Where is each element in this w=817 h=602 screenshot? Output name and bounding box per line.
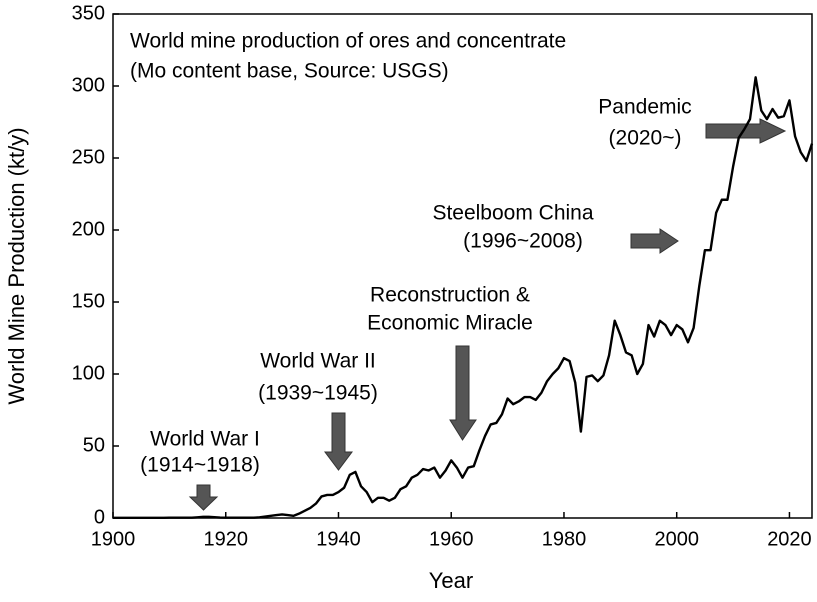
x-tick-label: 1920: [203, 528, 248, 550]
y-axis-label: World Mine Production (kt/y): [4, 127, 29, 404]
x-tick-label: 2000: [654, 528, 699, 550]
chart-subtitle: (Mo content base, Source: USGS): [130, 60, 449, 83]
x-tick-label: 1980: [542, 528, 587, 550]
arrows: [188, 118, 787, 511]
y-tick-label: 50: [83, 434, 105, 456]
annotation: (1914~1918): [140, 454, 260, 477]
annotation: Reconstruction &: [370, 284, 530, 307]
y-tick-label: 350: [72, 2, 105, 24]
chart-title: World mine production of ores and concen…: [130, 30, 566, 53]
y-tick-label: 200: [72, 218, 105, 240]
y-tick-label: 150: [72, 290, 105, 312]
annotation: Pandemic: [598, 96, 691, 119]
arrow: [188, 484, 219, 511]
y-tick-label: 0: [94, 506, 105, 528]
arrow: [705, 118, 787, 144]
x-tick-label: 1960: [429, 528, 474, 550]
plot-frame: [112, 13, 813, 519]
y-tick-label: 100: [72, 362, 105, 384]
x-tick-label: 1940: [316, 528, 361, 550]
arrow: [324, 412, 353, 471]
x-axis-label: Year: [429, 568, 473, 593]
annotation: Steelboom China: [432, 202, 593, 225]
arrow: [630, 228, 679, 254]
annotation: (1996~2008): [463, 230, 583, 253]
x-tick-label: 2020: [767, 528, 812, 550]
annotation: World War II: [260, 350, 376, 373]
annotation: (1939~1945): [258, 382, 378, 405]
arrow: [449, 345, 477, 441]
annotation: World War I: [150, 428, 260, 451]
annotation: Economic Miracle: [367, 312, 533, 335]
x-tick-label: 1900: [91, 528, 136, 550]
annotation: (2020~): [609, 127, 682, 150]
y-tick-label: 250: [72, 146, 105, 168]
y-tick-label: 300: [72, 74, 105, 96]
production-line: [113, 76, 814, 520]
